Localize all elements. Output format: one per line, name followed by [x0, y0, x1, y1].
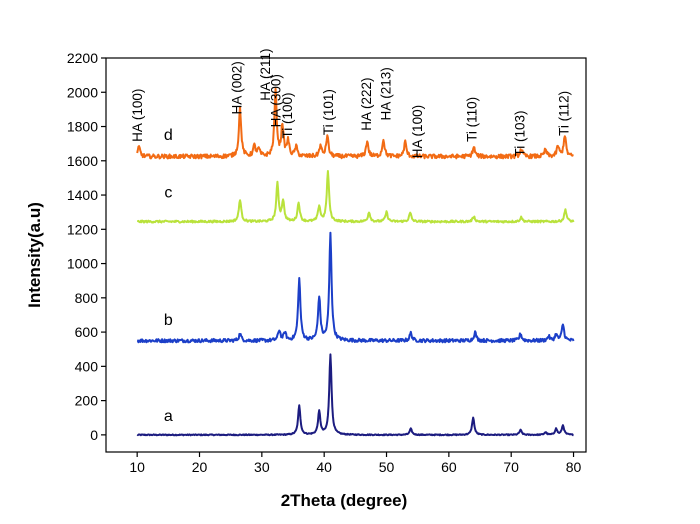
x-tick-label: 80	[566, 459, 582, 475]
y-tick-label: 1000	[67, 256, 98, 272]
peak-annotations: HA (100) HA (002) HA (211)HA (300)Ti (100)…	[130, 49, 571, 159]
series-line-a	[136, 353, 574, 437]
y-tick-label: 1800	[67, 119, 98, 135]
plot-area	[106, 58, 586, 452]
series-label-d: d	[164, 127, 173, 144]
peak-annotation: HA (222)	[359, 78, 374, 131]
x-tick-label: 40	[316, 459, 332, 475]
y-axis-title: Intensity(a.u)	[25, 202, 44, 308]
series-line-b	[136, 231, 575, 344]
peak-annotation: HA (300)	[269, 74, 284, 127]
y-tick-label: 0	[90, 427, 98, 443]
peak-annotation: Ti (100)	[280, 92, 295, 138]
peak-annotation: Ti (101)	[321, 89, 336, 135]
plot-background	[106, 58, 586, 452]
peak-annotation: HA (002)	[229, 61, 244, 114]
x-tick-label: 70	[503, 459, 519, 475]
y-tick-label: 1400	[67, 187, 98, 203]
series-line-c	[136, 170, 575, 224]
peak-annotation: HA (211)	[258, 49, 273, 101]
series-label-c: c	[164, 185, 172, 202]
peak-annotation: HA (213)	[378, 67, 393, 120]
y-tick-label: 1600	[67, 153, 98, 169]
x-tick-label: 30	[254, 459, 270, 475]
x-axis-title: 2Theta (degree)	[281, 491, 408, 510]
y-tick-label: 400	[75, 358, 99, 374]
x-tick-label: 20	[192, 459, 208, 475]
series-label-b: b	[164, 312, 173, 329]
peak-annotation: Ti (110)	[464, 97, 479, 142]
peak-annotation: Ti (112)	[557, 91, 572, 136]
y-axis-ticks: 0 200 400 600 800 1000 1200 1400 1600 1800 2000 220…	[67, 50, 106, 443]
y-tick-label: 1200	[67, 221, 98, 237]
series-labels: a b c d	[164, 127, 173, 425]
x-axis-ticks: 10 20 30 40 50 60 70 80	[129, 452, 582, 475]
x-tick-label: 50	[379, 459, 395, 475]
peak-annotation: Ti (103)	[512, 110, 527, 156]
x-tick-label: 60	[441, 459, 457, 475]
y-tick-label: 600	[75, 324, 99, 340]
y-tick-label: 200	[75, 393, 99, 409]
series-line-d	[136, 87, 574, 160]
peak-annotation: HA (100)	[130, 89, 145, 142]
y-tick-label: 800	[75, 290, 99, 306]
series-layer	[136, 87, 575, 437]
x-tick-label: 10	[129, 459, 145, 475]
y-tick-label: 2200	[67, 50, 98, 66]
y-tick-label: 2000	[67, 84, 98, 100]
peak-annotation: HA (100)	[410, 105, 425, 158]
plot-frame	[105, 57, 587, 453]
series-label-a: a	[164, 408, 173, 425]
